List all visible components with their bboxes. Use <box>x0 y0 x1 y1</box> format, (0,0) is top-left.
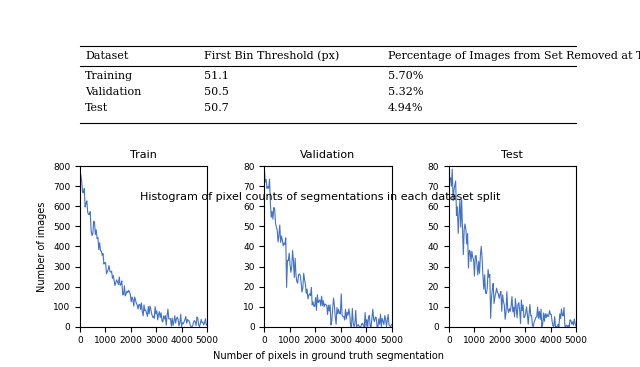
X-axis label: Number of pixels in ground truth segmentation: Number of pixels in ground truth segment… <box>212 351 444 361</box>
Text: 5.32%: 5.32% <box>388 87 423 97</box>
Text: 50.7: 50.7 <box>204 103 228 113</box>
Title: Train: Train <box>130 150 157 160</box>
Text: First Bin Threshold (px): First Bin Threshold (px) <box>204 51 339 61</box>
Text: Test: Test <box>85 103 108 113</box>
Text: Dataset: Dataset <box>85 51 129 61</box>
Text: 50.5: 50.5 <box>204 87 229 97</box>
Y-axis label: Number of images: Number of images <box>38 201 47 292</box>
Text: 4.94%: 4.94% <box>388 103 423 113</box>
Text: Validation: Validation <box>85 87 141 97</box>
Text: Training: Training <box>85 71 133 81</box>
Text: 5.70%: 5.70% <box>388 71 423 81</box>
Title: Validation: Validation <box>300 150 356 160</box>
Text: 51.1: 51.1 <box>204 71 229 81</box>
Text: Histogram of pixel counts of segmentations in each dataset split: Histogram of pixel counts of segmentatio… <box>140 192 500 202</box>
Text: Percentage of Images from Set Removed at Threshold: Percentage of Images from Set Removed at… <box>388 51 640 61</box>
Title: Test: Test <box>502 150 524 160</box>
